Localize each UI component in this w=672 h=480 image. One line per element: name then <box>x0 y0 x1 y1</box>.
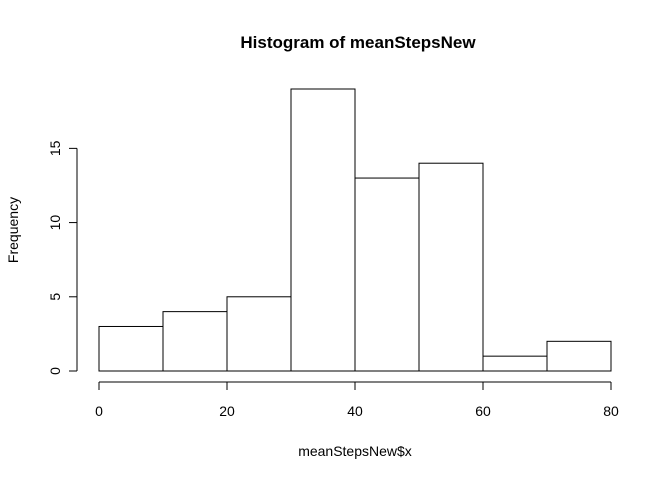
x-tick-label: 60 <box>475 403 491 419</box>
bars-group <box>98 88 612 372</box>
x-axis: 0 20 40 60 80 <box>95 381 619 419</box>
histogram-bar-0 <box>98 325 164 372</box>
histogram-bar-2 <box>226 296 292 372</box>
x-tick-label: 0 <box>95 403 103 419</box>
histogram-bar-6 <box>482 355 548 372</box>
chart-title: Histogram of meanStepsNew <box>240 33 476 52</box>
y-axis-label: Frequency <box>5 197 21 263</box>
x-tick-label: 80 <box>603 403 619 419</box>
y-tick-label: 5 <box>47 293 63 301</box>
y-tick-label: 10 <box>47 215 63 231</box>
histogram-bar-4 <box>354 177 420 372</box>
histogram-bar-5 <box>418 162 484 372</box>
x-tick-label: 20 <box>219 403 235 419</box>
histogram-bar-3 <box>290 88 356 372</box>
y-tick-label: 0 <box>47 367 63 375</box>
histogram-bar-1 <box>162 311 228 372</box>
x-axis-label: meanStepsNew$x <box>298 443 412 459</box>
y-tick-label: 15 <box>47 140 63 156</box>
y-axis: 0 5 10 15 <box>47 140 78 375</box>
x-tick-label: 40 <box>347 403 363 419</box>
histogram-bar-7 <box>546 340 612 372</box>
